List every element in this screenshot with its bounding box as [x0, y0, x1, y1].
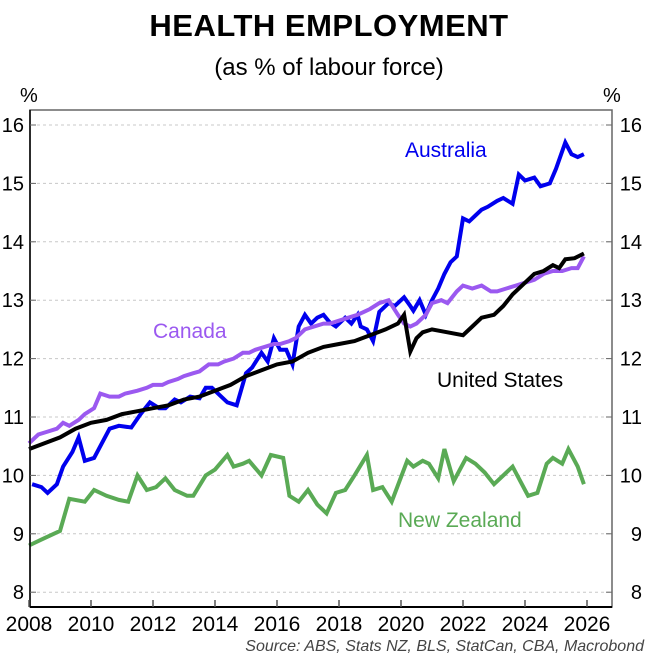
y-tick-label-right: 9 — [631, 524, 642, 546]
y-tick-label-left: 10 — [2, 465, 24, 487]
y-tick-label-left: 12 — [2, 349, 24, 371]
source-note: Source: ABS, Stats NZ, BLS, StatCan, CBA… — [245, 638, 644, 655]
x-tick-label: 2022 — [440, 613, 487, 636]
x-tick-label: 2012 — [130, 613, 177, 636]
x-tick-label: 2026 — [564, 613, 611, 636]
y-tick-label-left: 16 — [2, 115, 24, 137]
x-tick-label: 2016 — [254, 613, 301, 636]
x-tick-label: 2010 — [68, 613, 115, 636]
y-tick-label-left: 9 — [13, 524, 24, 546]
y-tick-label-right: 13 — [620, 290, 642, 312]
series-label-united-states: United States — [437, 369, 563, 392]
y-tick-label-left: 13 — [2, 290, 24, 312]
series-label-new-zealand: New Zealand — [398, 509, 522, 532]
axis-ticks: 8 8 9 9 10 10 11 11 12 12 13 13 14 14 15 15 16 16 2008 2010… — [2, 115, 642, 636]
x-tick-label: 2018 — [316, 613, 363, 636]
series-label-australia: Australia — [405, 139, 487, 162]
y-tick-label-right: 12 — [620, 349, 642, 371]
series-line-canada — [27, 255, 586, 445]
series-line-united-states — [28, 251, 585, 451]
y-tick-label-right: 8 — [631, 582, 642, 604]
y-tick-label-left: 14 — [2, 232, 24, 254]
series-labels: Australia Canada United States New Zealand — [153, 139, 563, 532]
series-line-australia — [31, 137, 585, 496]
y-tick-label-left: 8 — [13, 582, 24, 604]
x-tick-label: 2020 — [378, 613, 425, 636]
y-tick-label-right: 16 — [620, 115, 642, 137]
y-tick-label-right: 10 — [620, 465, 642, 487]
chart-title: HEALTH EMPLOYMENT — [149, 8, 509, 43]
series-label-canada: Canada — [153, 320, 227, 343]
right-axis-unit: % — [603, 85, 621, 107]
x-tick-label: 2014 — [192, 613, 239, 636]
y-tick-label-left: 11 — [3, 407, 24, 429]
gridlines — [31, 124, 611, 593]
left-axis-unit: % — [20, 85, 38, 107]
y-tick-label-right: 15 — [620, 173, 642, 195]
series-lines — [27, 137, 586, 548]
y-tick-label-left: 15 — [2, 173, 24, 195]
y-tick-label-right: 14 — [620, 232, 642, 254]
series-line-new-zealand — [28, 444, 586, 548]
x-tick-label: 2024 — [502, 613, 549, 636]
y-tick-label-right: 11 — [621, 407, 642, 429]
chart-subtitle: (as % of labour force) — [214, 54, 444, 81]
x-tick-label: 2008 — [6, 613, 53, 636]
